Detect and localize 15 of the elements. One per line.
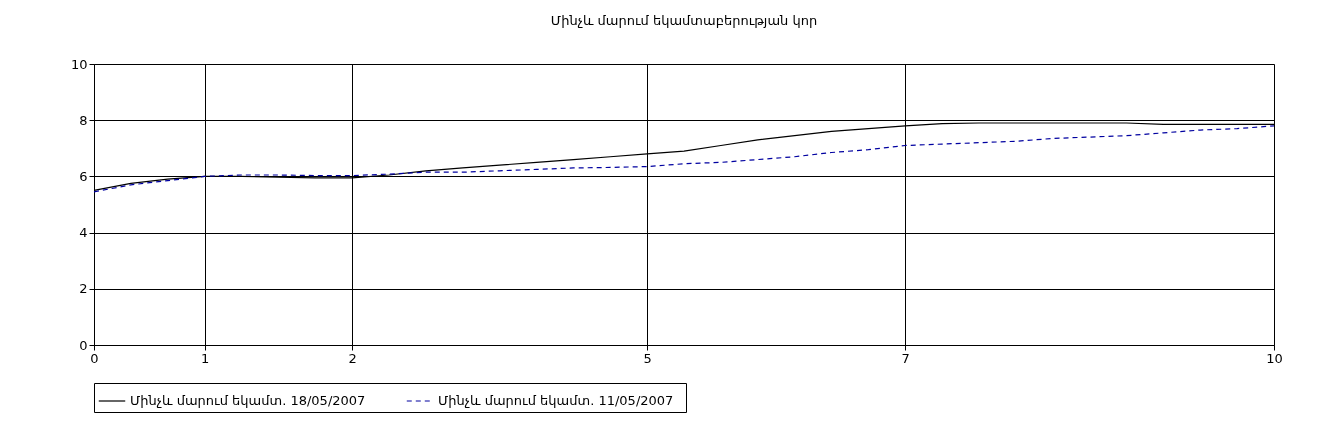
y-tick-label: 4	[79, 225, 88, 241]
y-tick-label: 10	[70, 56, 88, 72]
legend-label: Մինչև մարում եկամտ. 11/05/2007	[438, 393, 674, 408]
x-tick-label: 10	[1266, 350, 1283, 366]
x-tick-label: 2	[348, 350, 357, 366]
y-tick-label: 8	[79, 112, 88, 128]
x-tick-label: 5	[643, 350, 652, 366]
legend-label: Մինչև մարում եկամտ. 18/05/2007	[130, 393, 366, 408]
y-tick-label: 6	[79, 168, 88, 184]
x-tick-label: 0	[90, 350, 99, 366]
y-tick-label: 0	[79, 337, 88, 353]
chart-title: Մինչև մարում եկամտաբերության կոր	[550, 13, 818, 28]
x-tick-label: 1	[200, 350, 210, 366]
y-tick-label: 2	[79, 281, 88, 297]
x-tick-label: 7	[901, 350, 910, 366]
